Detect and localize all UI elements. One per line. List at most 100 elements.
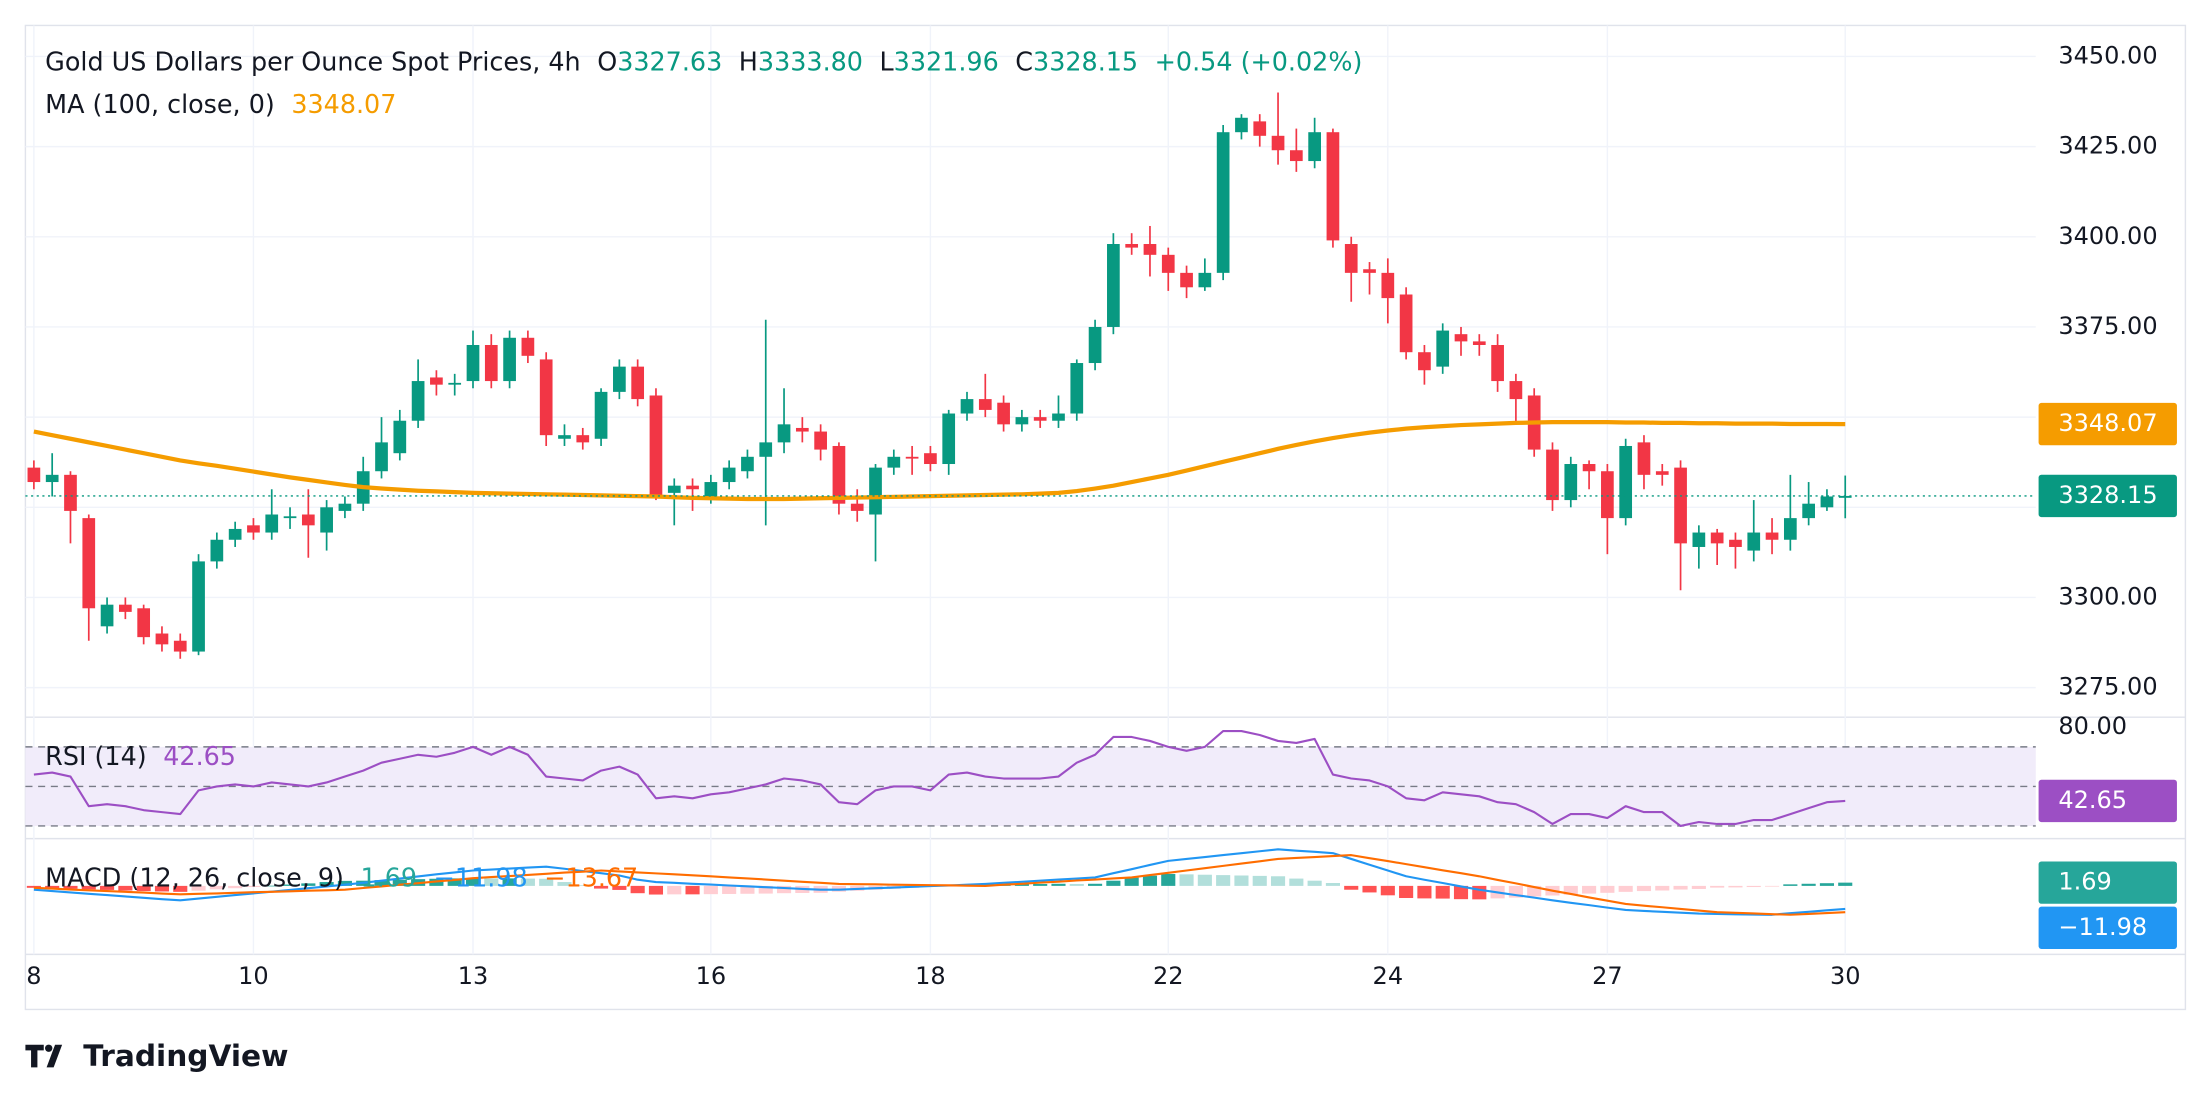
candle-body: [1180, 272, 1193, 288]
candle-body: [27, 467, 41, 483]
macd-histogram-bar: [447, 878, 462, 886]
logo-icon: [25, 1044, 63, 1068]
x-tick-label: 10: [238, 962, 269, 990]
ohlc-value: 3327.63: [617, 47, 722, 77]
macd-histogram-bar: [1179, 874, 1194, 886]
macd-histogram-bar: [81, 885, 96, 890]
ma-legend: MA (100, close, 0) 3348.07: [45, 89, 396, 119]
macd-histogram-bar: [173, 885, 188, 892]
macd-histogram-bar: [1801, 883, 1816, 886]
candle-body: [503, 337, 516, 382]
candle-body: [795, 427, 809, 432]
candle-body: [1088, 326, 1102, 364]
macd-histogram-bar: [703, 885, 718, 895]
candle-body: [1399, 294, 1413, 353]
candle-body: [1710, 532, 1724, 544]
candle-body: [1655, 471, 1669, 475]
macd-histogram-bar: [612, 885, 627, 890]
ma-badge: 3348.07: [2058, 409, 2157, 437]
macd-histogram-bar: [575, 885, 590, 887]
candle-body: [173, 640, 187, 652]
candle-body: [430, 377, 443, 385]
ohlc-prefix: C: [1015, 47, 1033, 77]
x-tick-label: 24: [1373, 962, 1404, 990]
candle-body: [1802, 503, 1815, 519]
candle-body: [45, 474, 59, 483]
candle-body: [960, 399, 974, 414]
candle-body: [1838, 495, 1852, 498]
candle-body: [594, 391, 608, 439]
macd-histogram-bar: [557, 882, 572, 886]
macd-histogram-bar: [502, 878, 517, 886]
candle-body: [667, 485, 681, 493]
candle-body: [649, 395, 663, 497]
candle-body: [1344, 244, 1358, 273]
macd-histogram-bar: [1710, 885, 1725, 888]
macd-histogram-bar: [539, 878, 554, 886]
candle-body: [393, 420, 407, 454]
candle-body: [1674, 467, 1687, 544]
y-tick-label: 3375.00: [2058, 312, 2157, 340]
macd-histogram-bar: [1380, 885, 1395, 896]
candle-body: [1509, 381, 1523, 400]
macd-histogram-bar: [1014, 883, 1029, 886]
candle-body: [613, 366, 626, 392]
candle-body: [247, 525, 260, 533]
macd-histogram-bar: [594, 885, 609, 889]
text-layer: Gold US Dollars per Ounce Spot Prices, 4…: [25, 41, 2177, 1073]
candle-body: [1271, 135, 1285, 151]
candle-body: [1235, 117, 1248, 133]
candle-body: [686, 485, 699, 490]
macd-histogram-bar: [301, 883, 316, 886]
candle-body: [301, 514, 315, 526]
macd-histogram-bar: [484, 878, 499, 886]
rsi-label: RSI (14): [45, 741, 147, 771]
candle-body: [1436, 330, 1450, 367]
candle-body: [119, 604, 132, 612]
macd-legend: MACD (12, 26, close, 9) 1.69 −11.98 −13.…: [45, 863, 638, 893]
y-tick-label: 3400.00: [2058, 222, 2157, 250]
macd-histogram-bar: [228, 885, 243, 889]
macd-histogram-bar: [100, 885, 115, 890]
macd-histogram-bar: [1197, 874, 1212, 886]
candle-body: [1381, 272, 1395, 299]
macd-histogram-bar: [1234, 875, 1249, 886]
macd-histogram-bar: [1216, 875, 1231, 886]
macd-histogram-bar: [136, 885, 151, 892]
candle-body: [1747, 532, 1761, 551]
macd-histogram-bar: [1618, 885, 1633, 892]
macd-histogram-bar: [1764, 885, 1780, 887]
candle-body: [1582, 464, 1596, 472]
candle-body: [1564, 464, 1578, 501]
candle-body: [1765, 532, 1779, 540]
candle-body: [1729, 539, 1742, 547]
y-tick-label: 3300.00: [2058, 582, 2157, 610]
macd-histogram-bar: [465, 878, 481, 886]
candle-body: [741, 456, 754, 472]
macd-histogram-bar: [1069, 883, 1084, 886]
candle-body: [722, 467, 736, 483]
x-tick-label: 22: [1153, 962, 1184, 990]
candle-body: [905, 456, 919, 459]
y-tick-label: 3450.00: [2058, 41, 2157, 69]
macd-histogram-bar: [1106, 880, 1121, 886]
candle-body: [1143, 244, 1157, 255]
macd-histogram-bar: [685, 885, 700, 895]
macd-histogram-bar: [1252, 875, 1267, 886]
macd-signal-value: −13.67: [544, 863, 638, 893]
macd-histogram-bar: [1508, 885, 1523, 898]
macd-histogram-bar: [26, 885, 41, 888]
candle-body: [1308, 132, 1321, 162]
macd-histogram-bar: [1600, 885, 1615, 893]
macd-histogram-bar: [1325, 883, 1340, 886]
chart-title: Gold US Dollars per Ounce Spot Prices, 4…: [45, 47, 580, 77]
candle-body: [1783, 518, 1797, 540]
macd-histogram-bar: [1838, 882, 1853, 886]
candle-body: [484, 344, 498, 382]
candle-body: [283, 516, 297, 519]
ma-badge-bg: [2038, 402, 2177, 446]
macd-histogram-bar: [1417, 885, 1432, 899]
rsi-line: [33, 729, 1846, 828]
macd-histogram-bar: [1746, 885, 1761, 888]
